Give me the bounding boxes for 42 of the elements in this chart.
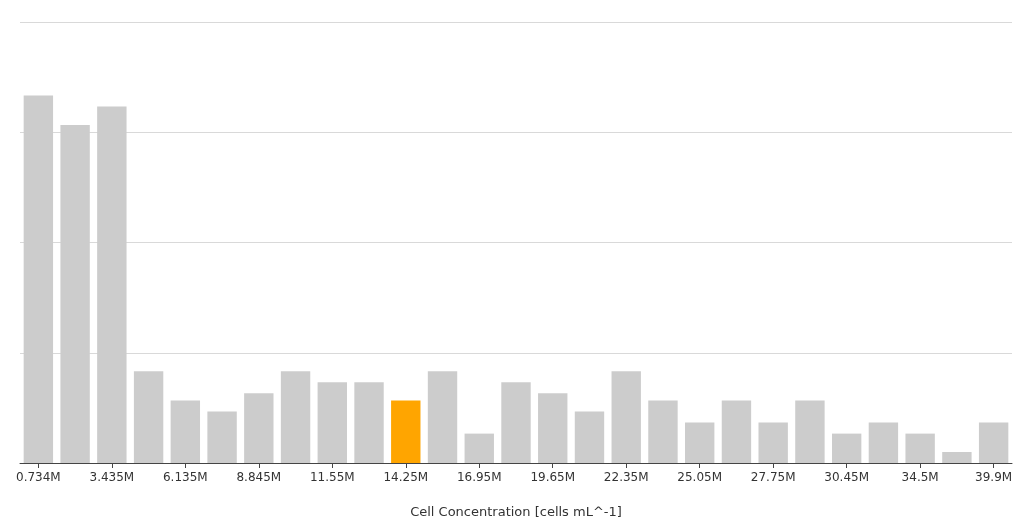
x-tick-label: 22.35M [603, 470, 649, 484]
bar [97, 106, 127, 463]
x-tick-label: 34.5M [901, 470, 939, 484]
x-tick-label: 8.845M [236, 470, 282, 484]
bar [574, 411, 605, 463]
x-tick-label: 39.9M [975, 470, 1013, 484]
bar [648, 400, 678, 463]
bar [905, 433, 935, 463]
x-tick-label: 27.75M [750, 470, 796, 484]
bar [280, 371, 311, 463]
bar [611, 371, 641, 463]
x-tick-label: 3.435M [89, 470, 135, 484]
bar [207, 411, 237, 463]
bar [721, 400, 752, 463]
bar [758, 422, 788, 463]
bar [354, 382, 384, 463]
bar [795, 400, 825, 463]
bar [317, 382, 347, 463]
bar [538, 393, 568, 463]
bar [831, 433, 862, 463]
x-tick-label: 0.734M [16, 470, 61, 484]
bar [978, 422, 1009, 463]
x-tick-label: 16.95M [456, 470, 502, 484]
x-tick-label: 25.05M [677, 470, 723, 484]
bar [427, 371, 458, 463]
x-axis-title: Cell Concentration [cells mL^-1] [410, 504, 622, 519]
bar [501, 382, 531, 463]
bar [60, 124, 90, 463]
bar [464, 433, 494, 463]
bar [244, 393, 274, 463]
x-tick-label: 14.25M [383, 470, 429, 484]
bar [23, 95, 54, 463]
bar [170, 400, 201, 463]
bar [868, 422, 899, 463]
x-tick-label: 30.45M [824, 470, 870, 484]
bar [685, 422, 715, 463]
x-tick-label: 6.135M [162, 470, 208, 484]
bar [391, 400, 421, 463]
bar [942, 451, 972, 463]
x-tick-label: 11.55M [309, 470, 355, 484]
x-tick-label: 19.65M [530, 470, 576, 484]
bar [133, 371, 164, 463]
